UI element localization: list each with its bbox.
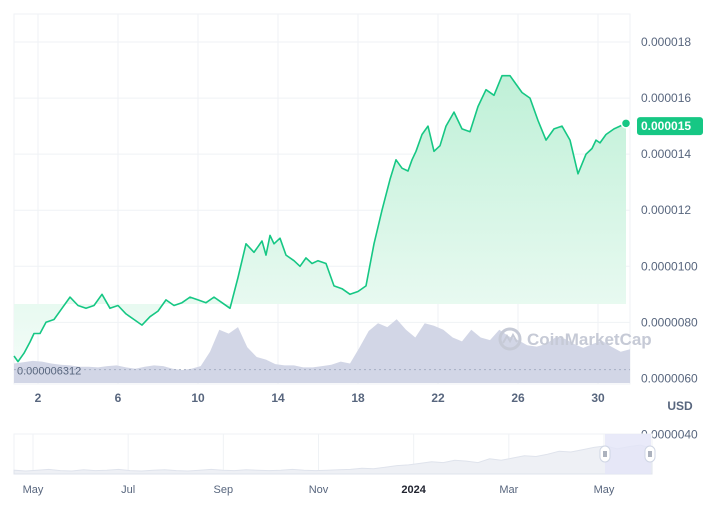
- navigator-tick-label: 2024: [401, 484, 426, 496]
- x-tick-label: 14: [271, 391, 285, 405]
- navigator-tick-label: May: [23, 484, 44, 496]
- coinmarketcap-logo-icon: [498, 327, 522, 351]
- x-tick-label: 10: [191, 391, 205, 405]
- navigator-selection[interactable]: [605, 434, 651, 474]
- x-axis: 2 6 10 14 18 22 26 30: [35, 391, 605, 405]
- currency-unit: USD: [667, 399, 693, 413]
- y-tick-label: 0.0000040: [641, 427, 698, 441]
- x-tick-label: 26: [511, 391, 525, 405]
- navigator-axis: May Jul Sep Nov 2024 Mar May: [23, 484, 615, 496]
- x-tick-label: 6: [115, 391, 122, 405]
- navigator-tick-label: Mar: [499, 484, 518, 496]
- y-tick-label: 0.000016: [641, 91, 691, 105]
- plot-frame: [13, 13, 631, 385]
- current-price-badge: [637, 117, 703, 136]
- current-price-dot: [620, 118, 632, 129]
- current-price-label: 0.000015: [641, 119, 691, 133]
- y-axis: 0.000018 0.000016 0.000014 0.000012 0.000010…: [641, 35, 698, 441]
- y-tick-label: 0.000012: [641, 203, 691, 217]
- navigator-tick-label: Nov: [309, 484, 329, 496]
- navigator-tick-label: Sep: [214, 484, 234, 496]
- price-area: [14, 75, 626, 362]
- current-price-marker: 0.000015: [620, 117, 703, 136]
- coinmarketcap-logo-mark: [502, 332, 518, 344]
- watermark: CoinMarketCap: [498, 327, 652, 351]
- min-price-label: 0.000006312: [17, 366, 81, 378]
- volume-bars: [14, 319, 630, 383]
- y-tick-label: 0.0000060: [641, 371, 698, 385]
- x-tick-label: 30: [591, 391, 605, 405]
- watermark-text: CoinMarketCap: [527, 330, 652, 349]
- price-line[interactable]: [13, 74, 627, 363]
- range-navigator[interactable]: May Jul Sep Nov 2024 Mar May: [13, 433, 656, 496]
- navigator-tick-label: May: [594, 484, 615, 496]
- y-tick-label: 0.0000080: [641, 315, 698, 329]
- navigator-left-handle[interactable]: [599, 445, 611, 463]
- y-tick-label: 0.000018: [641, 35, 691, 49]
- navigator-area: [13, 444, 653, 475]
- x-tick-label: 22: [431, 391, 445, 405]
- y-tick-label: 0.0000100: [641, 259, 698, 273]
- x-tick-label: 18: [351, 391, 365, 405]
- volume-area: [14, 319, 630, 383]
- navigator-right-handle[interactable]: [644, 445, 656, 463]
- navigator-tick-label: Jul: [121, 484, 135, 496]
- x-tick-label: 2: [35, 391, 42, 405]
- y-tick-label: 0.000014: [641, 147, 691, 161]
